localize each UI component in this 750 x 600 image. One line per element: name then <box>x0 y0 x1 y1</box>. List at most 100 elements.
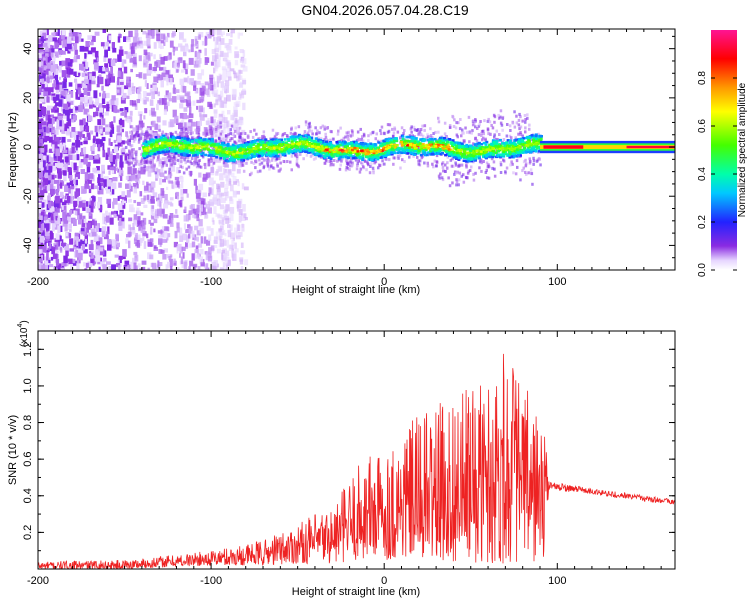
spectrogram-cell <box>198 34 201 39</box>
spectrogram-cell <box>153 228 156 233</box>
spectrogram-cell <box>214 48 219 53</box>
spectrogram-cell <box>465 165 468 169</box>
spectrogram-cell <box>45 114 48 121</box>
spectrogram-cell <box>215 99 219 106</box>
spectrogram-cell <box>72 45 75 50</box>
spectrogram-cell <box>157 74 162 81</box>
spectrogram-cell <box>39 235 45 243</box>
spectrogram-cell <box>234 59 239 66</box>
spectrogram-cell <box>120 169 124 174</box>
spectrogram-cell <box>234 51 239 59</box>
spectrogram-cell <box>218 136 221 140</box>
spectrogram-cell <box>141 269 146 270</box>
spectrogram-cell <box>45 108 50 116</box>
spectrogram-cell <box>244 259 249 266</box>
spectrogram-cell <box>62 170 67 175</box>
spectrogram-cell <box>539 163 542 167</box>
spectrogram-cell <box>417 162 420 166</box>
spectrogram-cell <box>177 154 181 157</box>
spectrogram-cell <box>207 207 212 214</box>
spectrogram-cell <box>59 38 62 46</box>
spectrogram-cell <box>513 125 517 129</box>
spectrogram-cell <box>232 163 236 172</box>
spectrogram-cell <box>135 74 141 77</box>
spectrogram-cell <box>160 188 165 196</box>
spectrogram-cell <box>160 45 164 49</box>
spectrogram-cell <box>187 233 191 239</box>
spectrogram-cell <box>472 178 476 182</box>
spectrogram-cell <box>146 233 149 239</box>
spectrogram-cell <box>89 101 93 109</box>
spectrogram-cell <box>79 125 84 131</box>
spectrogram-cell <box>38 209 42 217</box>
spectrogram-cell <box>477 124 481 128</box>
spectrogram-cell <box>242 160 245 164</box>
spectrogram-cell <box>318 131 321 135</box>
spectrogram-cell <box>474 136 477 140</box>
spectrogram-cell <box>57 167 62 174</box>
spectrogram-cell <box>359 167 363 171</box>
spectrogram-cell <box>198 172 202 178</box>
spectrogram-cell <box>51 213 54 221</box>
spectrogram-cell <box>163 56 168 61</box>
spectrogram-cell <box>78 72 81 76</box>
spectrogram-cell <box>360 137 363 141</box>
spectrogram-cell <box>68 170 72 179</box>
spectrogram-cell <box>326 127 329 130</box>
spectrogram-cell <box>59 225 63 232</box>
spectrogram-cell <box>103 55 107 62</box>
spectrogram-cell <box>243 146 247 150</box>
spectrogram-cell <box>55 94 60 101</box>
spectrogram-cell <box>151 215 155 220</box>
spectrogram-cell <box>219 238 224 247</box>
spectrogram-cell <box>132 139 136 143</box>
spectrogram-cell <box>138 147 141 151</box>
spectrogram-cell <box>254 166 257 170</box>
spectrogram-cell <box>64 156 69 163</box>
spectrogram-cell <box>103 257 107 262</box>
spectrogram-cell <box>481 138 484 142</box>
spectrogram-cell <box>129 100 134 106</box>
spectrogram-cell <box>74 43 78 50</box>
spectrogram-cell <box>135 125 140 133</box>
spectrogram-cell <box>175 191 179 197</box>
spectrogram-cell <box>210 188 214 195</box>
spectrogram-cell <box>165 264 168 270</box>
spectrogram-cell <box>80 128 84 136</box>
spectrogram-cell <box>133 135 136 139</box>
spectrogram-cell <box>369 150 373 154</box>
spectrogram-cell <box>158 238 163 245</box>
spectrogram-cell <box>143 164 146 168</box>
spectrogram-cell <box>151 205 155 209</box>
spectrogram-cell <box>518 127 521 131</box>
spectrogram-cell <box>67 118 72 127</box>
spectrogram-cell <box>196 155 200 159</box>
spectrogram-cell <box>386 123 390 127</box>
spectrogram-cell <box>189 132 193 136</box>
spectrogram-cell <box>502 138 506 141</box>
spectrogram-cell <box>204 268 207 270</box>
spectrogram-cell <box>175 145 179 148</box>
spectrogram-cell <box>66 36 72 44</box>
spectrogram-cell <box>38 138 41 144</box>
spectrogram-cell <box>181 155 184 159</box>
spectrogram-cell <box>147 133 151 137</box>
spectrogram-cell <box>121 201 125 206</box>
spectrogram-cell <box>69 210 72 215</box>
spectrogram-cell <box>239 117 244 125</box>
figure-title: GN04.2026.057.04.28.C19 <box>301 2 469 18</box>
spectrogram-cell <box>94 155 99 159</box>
spectrogram-cell <box>47 45 50 51</box>
spectrogram-cell <box>178 122 183 130</box>
spectrogram-cell <box>340 159 343 163</box>
spectrogram-cell <box>157 100 161 104</box>
spectrogram-cell <box>49 87 54 93</box>
spectrogram-cell <box>61 35 65 40</box>
spectrogram-cell <box>129 131 133 135</box>
spectrogram-cell <box>180 69 185 73</box>
spectrogram-cell <box>181 246 186 252</box>
spectrogram-cell <box>102 142 105 151</box>
spectrogram-cell <box>53 32 59 36</box>
spectrogram-cell <box>212 29 217 35</box>
spectrogram-cell <box>212 161 216 165</box>
